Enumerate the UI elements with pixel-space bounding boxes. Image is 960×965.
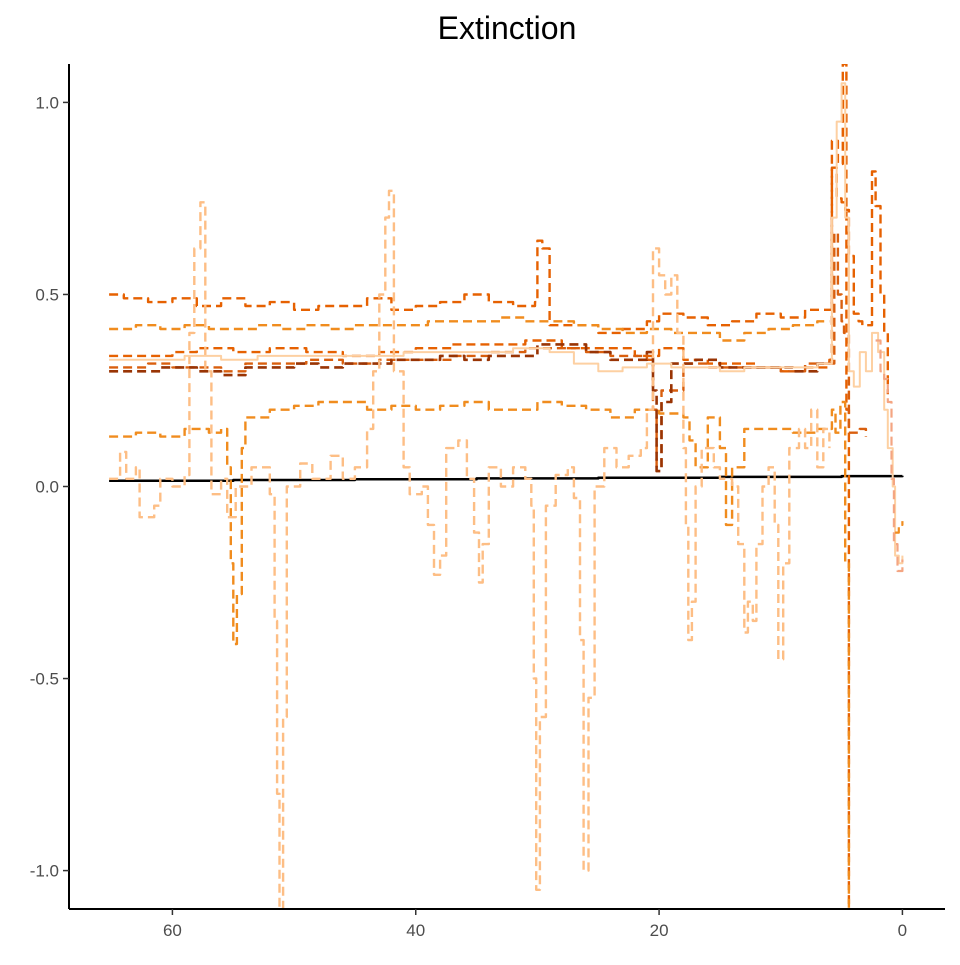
x-tick-label: 60 (163, 921, 182, 940)
y-tick-label: 0.5 (35, 285, 59, 304)
x-tick-label: 20 (650, 921, 669, 940)
series-line-2 (109, 64, 851, 909)
series-line-10 (875, 339, 904, 573)
y-tick-label: -0.5 (30, 670, 59, 689)
series-line-1 (109, 474, 904, 482)
x-tick-label: 0 (898, 921, 907, 940)
series-line-6 (109, 316, 830, 342)
series-line-4 (109, 231, 868, 469)
series-line-7 (109, 400, 851, 909)
chart-title: Extinction (437, 10, 577, 46)
series-line-3 (109, 166, 889, 395)
series-line-5 (109, 343, 830, 473)
series-line-8 (109, 189, 831, 909)
series-line-11 (895, 521, 904, 534)
x-tick-label: 40 (406, 921, 425, 940)
axes-layer: 1.0 0.5 0.0 -0.5 -1.0 60 40 20 0 (30, 64, 945, 940)
y-tick-label: 0.0 (35, 478, 59, 497)
series-layer (109, 64, 904, 909)
y-tick-label: -1.0 (30, 862, 59, 881)
y-tick-label: 1.0 (35, 93, 59, 112)
